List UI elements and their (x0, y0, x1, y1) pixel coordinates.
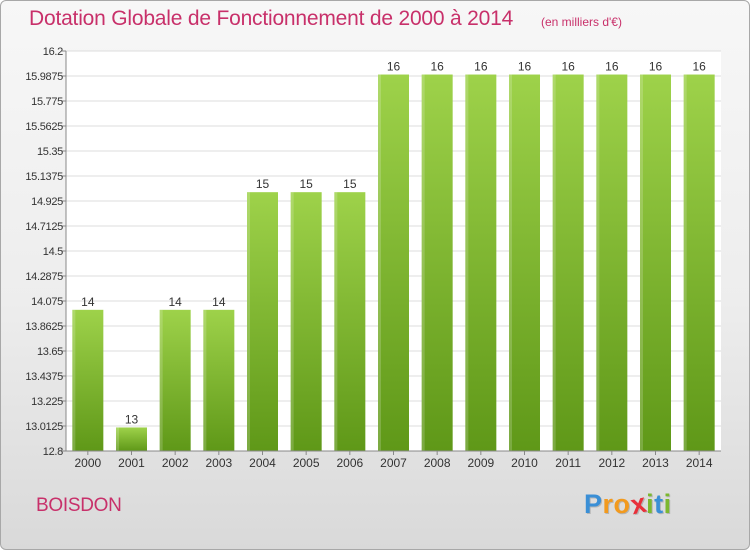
bar-highlight (72, 309, 76, 451)
data-label: 16 (649, 60, 663, 74)
bar-2007[interactable] (378, 74, 409, 451)
y-tick-label: 14.925 (31, 196, 63, 208)
x-tick-label: 2006 (336, 456, 363, 470)
chart-unit-label: (en milliers d'€) (541, 15, 622, 29)
bar-highlight (421, 74, 425, 451)
x-tick-label: 2014 (686, 456, 713, 470)
y-tick-label: 15.1375 (25, 171, 63, 183)
bar-2001[interactable] (116, 427, 147, 451)
y-tick-label: 13.65 (37, 346, 63, 358)
axes: 12.8 13.0125 13.225 13.4375 13.65 13.8625 14.0… (25, 46, 721, 470)
x-tick-label: 2002 (162, 456, 189, 470)
data-label: 16 (692, 60, 706, 74)
logo-letter: i (646, 489, 655, 519)
data-label: 15 (343, 177, 357, 191)
logo-letter: o (613, 489, 631, 519)
y-tick-label: 14.075 (31, 296, 63, 308)
bar-2010[interactable] (509, 74, 540, 451)
x-tick-label: 2012 (598, 456, 625, 470)
bar-highlight (247, 192, 250, 452)
data-label: 16 (430, 60, 444, 74)
logo-letter: i (663, 489, 672, 519)
x-tick-label: 2010 (511, 456, 538, 470)
bar-highlight (116, 427, 119, 451)
y-tick-label: 16.2 (43, 46, 63, 58)
data-label: 14 (81, 295, 95, 309)
x-tick-label: 2001 (118, 456, 145, 470)
data-label: 16 (518, 60, 532, 74)
bar-2006[interactable] (334, 192, 366, 452)
logo-letter: r (602, 489, 614, 519)
bar-highlight (640, 74, 643, 451)
bars (72, 74, 715, 452)
data-label: 14 (212, 295, 226, 309)
y-tick-label: 15.5625 (25, 121, 63, 133)
bar-highlight (552, 74, 556, 451)
bar-2011[interactable] (552, 74, 584, 451)
bar-highlight (378, 74, 381, 451)
bar-2003[interactable] (203, 309, 235, 451)
bar-2014[interactable] (683, 74, 715, 451)
y-tick-label: 13.4375 (25, 371, 63, 383)
data-label: 13 (125, 412, 139, 426)
bar-2013[interactable] (640, 74, 671, 451)
y-tick-label: 15.35 (37, 146, 63, 158)
bar-highlight (509, 74, 512, 451)
x-tick-label: 2013 (642, 456, 669, 470)
bar-2009[interactable] (465, 74, 497, 451)
data-label: 16 (474, 60, 488, 74)
bar-2004[interactable] (247, 192, 278, 452)
logo-letter: P (584, 489, 603, 519)
y-tick-label: 13.8625 (25, 321, 63, 333)
x-tick-label: 2000 (74, 456, 101, 470)
commune-name: BOISDON (36, 495, 122, 516)
logo-letter: t (654, 489, 664, 519)
x-tick-label: 2008 (424, 456, 451, 470)
data-label: 16 (561, 60, 575, 74)
bar-highlight (159, 309, 163, 451)
y-tick-label: 13.0125 (25, 421, 63, 433)
data-labels: 14 13 14 14 15 15 15 16 16 16 16 16 16 16 16 (81, 60, 706, 427)
bar-highlight (465, 74, 469, 451)
bar-2008[interactable] (421, 74, 453, 451)
x-tick-label: 2005 (293, 456, 320, 470)
x-tick-label: 2003 (205, 456, 232, 470)
chart-title: Dotation Globale de Fonctionnement de 20… (29, 7, 514, 30)
bar-highlight (203, 309, 207, 451)
data-label: 14 (168, 295, 182, 309)
y-tick-label: 13.225 (31, 396, 63, 408)
proxiti-logo[interactable]: Proxiti (584, 488, 672, 523)
bar-2012[interactable] (596, 74, 628, 451)
bar-2002[interactable] (159, 309, 191, 451)
bar-2005[interactable] (290, 192, 322, 452)
y-tick-label: 15.9875 (25, 71, 63, 83)
bar-highlight (596, 74, 600, 451)
x-tick-label: 2011 (555, 456, 581, 470)
y-tick-label: 14.7125 (25, 221, 63, 233)
data-label: 16 (605, 60, 619, 74)
bar-2000[interactable] (72, 309, 104, 451)
y-tick-label: 14.2875 (25, 271, 63, 283)
y-tick-label: 15.775 (31, 96, 63, 108)
data-label: 15 (256, 177, 270, 191)
x-tick-label: 2007 (380, 456, 407, 470)
bar-highlight (683, 74, 687, 451)
x-tick-label: 2009 (467, 456, 494, 470)
x-tick-label: 2004 (249, 456, 276, 470)
data-label: 16 (387, 60, 401, 74)
y-tick-label: 12.8 (43, 446, 63, 458)
bar-highlight (334, 192, 338, 452)
y-tick-label: 14.5 (43, 246, 63, 258)
bar-highlight (290, 192, 294, 452)
data-label: 15 (299, 177, 313, 191)
